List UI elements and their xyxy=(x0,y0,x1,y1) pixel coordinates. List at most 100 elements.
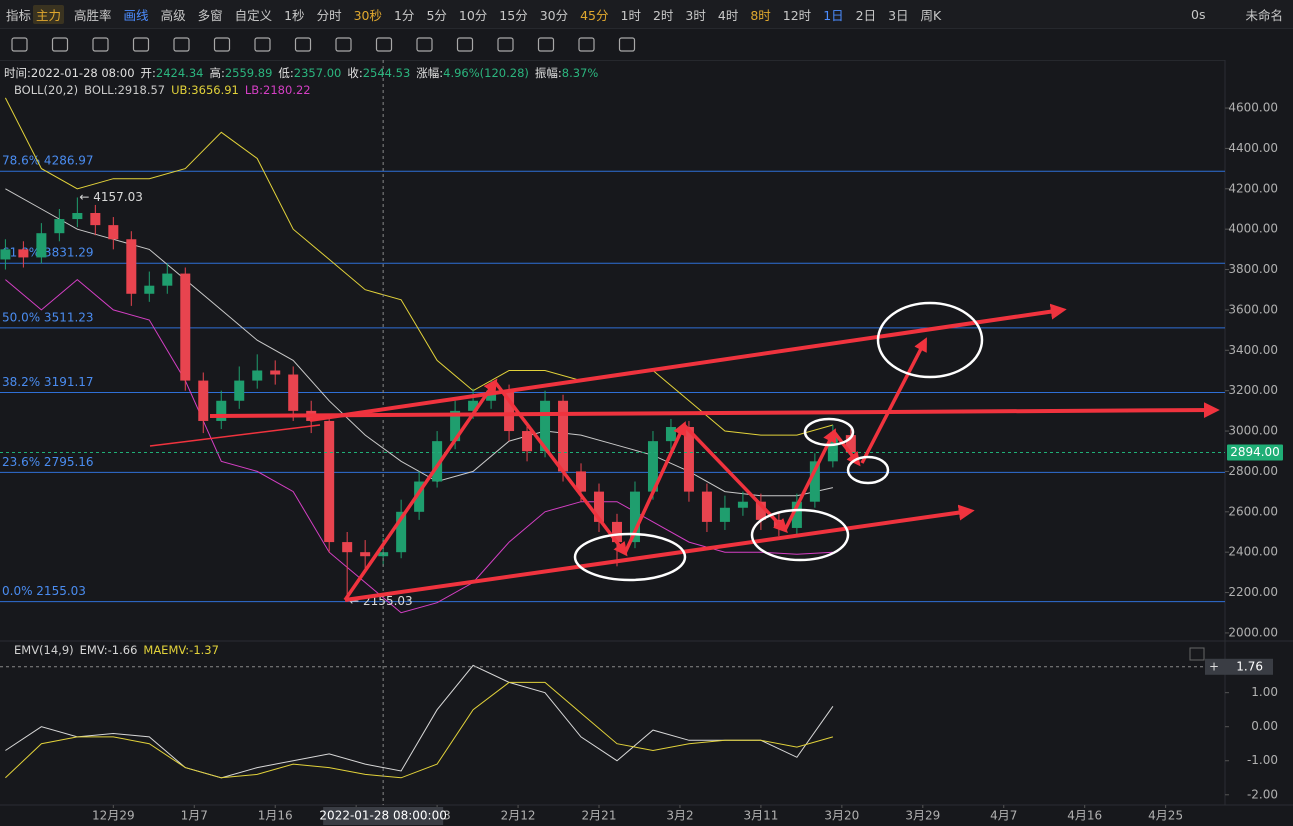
fib-label: 0.0% 2155.03 xyxy=(2,584,86,598)
tool-icon[interactable] xyxy=(618,37,636,52)
tool-icon[interactable] xyxy=(132,37,150,52)
candle-body xyxy=(468,400,479,411)
x-tick-label: 3月11 xyxy=(743,809,778,823)
ohlc-info: 时间:2022-01-28 08:00 开:2424.34 高:2559.89 低:2… xyxy=(4,65,598,81)
tool-icon[interactable] xyxy=(254,37,271,52)
toolbar-item[interactable]: 1秒 xyxy=(284,7,305,23)
candle-body xyxy=(234,380,245,401)
toolbar-right-item[interactable]: 未命名 xyxy=(1245,7,1283,23)
candle-body xyxy=(90,213,101,226)
toolbar-item[interactable]: 高胜率 xyxy=(74,7,112,23)
tool-icon[interactable] xyxy=(92,37,109,52)
tool-icon[interactable] xyxy=(173,37,190,52)
highlight-ellipse xyxy=(846,455,890,485)
info-value: 4.96%(120.28) xyxy=(443,66,529,80)
info-item: 时间:2022-01-28 08:00 xyxy=(4,65,135,81)
toolbar-item[interactable]: 自定义 xyxy=(234,7,273,23)
legend-item: EMV:-1.66 xyxy=(79,643,138,657)
toolbar-item[interactable]: 5分 xyxy=(426,7,447,23)
toolbar-item[interactable]: 多窗 xyxy=(197,7,223,23)
toolbar-item[interactable]: 2日 xyxy=(855,7,877,23)
boll-legend: BOLL(20,2) BOLL:2918.57 UB:3656.91 LB:2180.… xyxy=(14,83,311,97)
marker-label: 1.76 xyxy=(1236,659,1263,673)
toolbar-item[interactable]: 3时 xyxy=(685,7,706,23)
trend-line xyxy=(344,504,975,602)
tool-icon[interactable] xyxy=(375,37,393,52)
candle-body xyxy=(288,374,299,411)
toolbar-item[interactable]: 画线 xyxy=(123,7,149,23)
y-tick-label: 3400.00 xyxy=(1228,343,1278,357)
candle-body xyxy=(0,249,11,260)
boll-line xyxy=(4,97,834,436)
info-item: 涨幅:4.96%(120.28) xyxy=(416,65,529,81)
tool-icon[interactable] xyxy=(578,37,595,52)
toolbar-item[interactable]: 主力 xyxy=(33,4,65,24)
info-value: 8.37% xyxy=(561,66,599,80)
candle-body xyxy=(342,542,353,553)
toolbar-item[interactable]: 分时 xyxy=(316,7,342,23)
tool-icon[interactable] xyxy=(335,37,352,52)
toolbar-item[interactable]: 周K xyxy=(920,7,942,23)
tool-icon[interactable] xyxy=(51,37,69,52)
info-value: 2022-01-28 08:00 xyxy=(30,66,135,80)
toolbar-item[interactable]: 30分 xyxy=(539,7,569,23)
legend-item: LB:2180.22 xyxy=(244,83,311,97)
toolbar-item[interactable]: 12时 xyxy=(782,7,812,23)
tool-icon[interactable] xyxy=(456,37,474,52)
info-value: 2559.89 xyxy=(224,66,273,80)
y-tick-label: 3600.00 xyxy=(1228,302,1278,316)
toolbar-item[interactable]: 2时 xyxy=(652,7,674,23)
tool-icon[interactable] xyxy=(497,37,514,52)
candle-body xyxy=(414,481,425,512)
highlight-ellipse xyxy=(876,301,984,379)
y-tick-label: 0.00 xyxy=(1251,719,1278,733)
tool-icon[interactable] xyxy=(294,37,312,52)
toolbar-item[interactable]: 4时 xyxy=(717,7,739,23)
candle-body xyxy=(845,435,856,453)
candle-body xyxy=(162,273,173,286)
info-value: 2424.34 xyxy=(155,66,204,80)
candle-body xyxy=(737,501,748,508)
candle-body xyxy=(827,435,838,462)
crosshair-label: 2022-01-28 08:00:00 xyxy=(319,809,446,823)
emv-legend: EMV(14,9) EMV:-1.66 MAEMV:-1.37 xyxy=(14,643,219,657)
toolbar-item[interactable]: 10分 xyxy=(458,7,488,23)
info-label: 低: xyxy=(278,66,294,80)
toolbar-item[interactable]: 1日 xyxy=(823,7,844,23)
tool-icon[interactable] xyxy=(416,37,433,52)
info-item: 低:2357.00 xyxy=(278,65,341,81)
fib-label: 38.2% 3191.17 xyxy=(2,375,94,389)
y-tick-label: 2200.00 xyxy=(1228,585,1278,599)
toolbar-item[interactable]: 高级 xyxy=(160,7,186,23)
y-tick-label: 4400.00 xyxy=(1228,141,1278,155)
toolbar-item[interactable]: 指标 xyxy=(6,7,32,23)
toolbar-item[interactable]: 30秒 xyxy=(353,7,382,23)
crosshair-box xyxy=(323,807,444,825)
toolbar-item[interactable]: 8时 xyxy=(750,7,771,23)
toolbar-item[interactable]: 3日 xyxy=(888,7,909,23)
info-label: 开: xyxy=(140,66,156,80)
x-tick-label: 3月20 xyxy=(824,809,859,823)
candle-body xyxy=(809,461,820,502)
trend-line xyxy=(493,380,628,557)
info-item: 开:2424.34 xyxy=(141,65,204,81)
toolbar-item[interactable]: 45分 xyxy=(580,7,609,23)
candle-body xyxy=(198,380,209,421)
highlight-ellipse xyxy=(750,508,850,562)
tool-icon[interactable] xyxy=(213,37,231,52)
fib-label: 23.6% 2795.16 xyxy=(2,455,94,469)
x-tick-label: 3月29 xyxy=(905,809,940,823)
trend-line xyxy=(682,423,788,534)
candle-body xyxy=(665,427,676,442)
last-price-label: 2894.00 xyxy=(1230,445,1280,459)
tool-icon[interactable] xyxy=(11,37,28,52)
toolbar-right-item[interactable]: 0s xyxy=(1191,6,1206,22)
candle-body xyxy=(504,390,515,432)
candle-body xyxy=(629,491,640,543)
toolbar-item[interactable]: 15分 xyxy=(499,7,528,23)
tool-icon[interactable] xyxy=(537,37,555,52)
info-label: 高: xyxy=(209,66,225,80)
toolbar-item[interactable]: 1分 xyxy=(393,7,415,23)
toolbar-item[interactable]: 1时 xyxy=(620,7,641,23)
